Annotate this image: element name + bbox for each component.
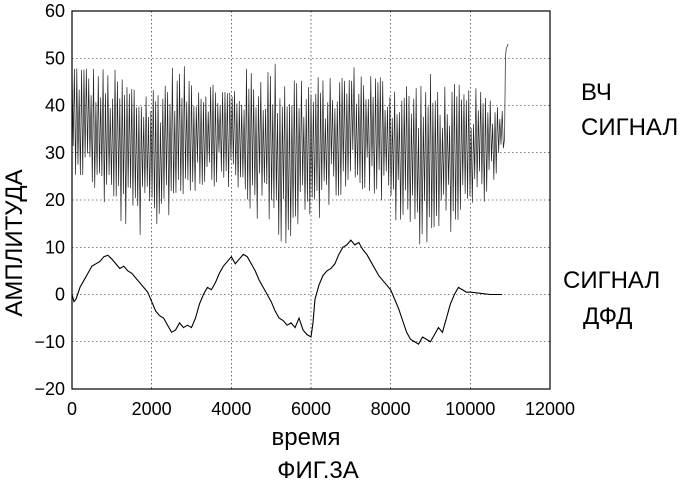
annotation-rf-line1: ВЧ (581, 79, 612, 106)
series-pd-signal (72, 240, 502, 344)
grid (72, 11, 550, 389)
y-tick-label: 10 (45, 237, 65, 257)
x-tick-label: 0 (67, 399, 77, 419)
x-tick-label: 12000 (525, 399, 575, 419)
x-tick-label: 2000 (132, 399, 172, 419)
x-tick-label: 8000 (371, 399, 411, 419)
x-tick-label: 6000 (291, 399, 331, 419)
y-tick-label: 60 (45, 1, 65, 21)
y-tick-label: 0 (55, 285, 65, 305)
y-tick-label: −10 (34, 332, 65, 352)
y-tick-label: 50 (45, 48, 65, 68)
series-rf-signal (72, 44, 508, 244)
series-layer (72, 44, 508, 344)
x-tick-label: 4000 (211, 399, 251, 419)
y-axis-title: АМПЛИТУДА (1, 169, 28, 316)
y-tick-label: 20 (45, 190, 65, 210)
figure-caption: ФИГ.3А (277, 457, 359, 484)
annotation-rf-line2: СИГНАЛ (581, 114, 678, 141)
tick-labels: 0 2000 4000 6000 8000 10000 12000 −20 −10 0 10 20 30… (34, 1, 575, 419)
y-tick-label: 30 (45, 143, 65, 163)
annotation-pd-line1: СИГНАЛ (563, 267, 660, 294)
y-tick-label: 40 (45, 96, 65, 116)
x-axis-title: время (272, 424, 341, 451)
x-tick-label: 10000 (445, 399, 495, 419)
annotation-pd-line2: ДФД (583, 303, 632, 330)
y-tick-label: −20 (34, 379, 65, 399)
